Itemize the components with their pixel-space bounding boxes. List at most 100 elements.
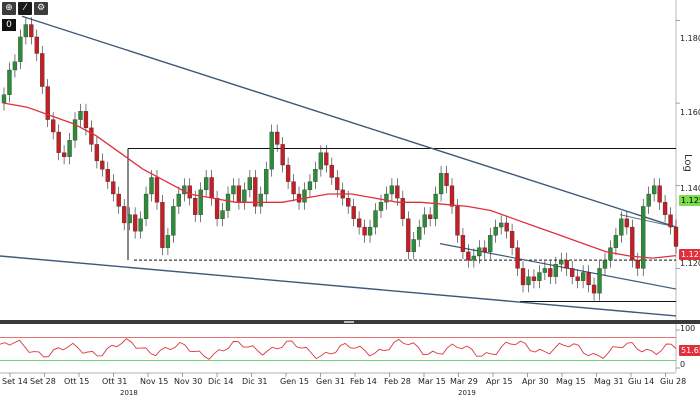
candle-body <box>40 53 45 87</box>
candle-body <box>225 193 231 211</box>
rsi-tick-label: 100 <box>680 324 696 333</box>
chart-toolbar: ⊕ ⁄ ⚙ <box>2 2 48 15</box>
candle-body <box>231 185 236 195</box>
gear-icon[interactable]: ⚙ <box>34 2 48 15</box>
y-tick-label: 1.1800 <box>680 34 700 43</box>
candle-body <box>482 247 487 253</box>
candle-body <box>45 86 50 120</box>
candle-body <box>285 164 291 182</box>
candle-body <box>138 218 143 232</box>
x-tick-label: Set 28 <box>30 377 56 386</box>
pen-icon[interactable]: ⁄ <box>18 2 32 15</box>
moving-average-line <box>3 102 677 259</box>
candle-body <box>608 247 613 261</box>
candle-body <box>34 36 39 54</box>
candle-body <box>378 202 384 211</box>
candle-body <box>400 197 405 219</box>
inner-trendline <box>439 243 677 290</box>
candle-body <box>488 235 493 253</box>
x-tick-label: Ott 15 <box>64 377 90 386</box>
candle-body <box>23 24 29 38</box>
candle-body <box>548 268 553 277</box>
candle-body <box>597 268 602 294</box>
candle-body <box>154 177 160 203</box>
candle-body <box>395 185 400 199</box>
candle-body <box>198 189 203 215</box>
candle-body <box>247 177 253 191</box>
candle-body <box>422 214 427 228</box>
candle-body <box>499 222 504 228</box>
candle-body <box>203 177 209 191</box>
candle-body <box>624 218 629 228</box>
candle-body <box>411 239 416 253</box>
candle-body <box>100 160 105 170</box>
x-tick-label: Feb 28 <box>384 377 411 386</box>
x-tick-label: Apr 15 <box>486 377 513 386</box>
candle-body <box>171 206 176 236</box>
rsi-value-tag: 51.6546 <box>679 345 700 356</box>
candle-body <box>220 210 225 219</box>
candle-body <box>67 140 72 157</box>
candle-body <box>264 169 269 195</box>
candle-body <box>641 206 646 269</box>
candle-body <box>367 226 373 236</box>
year-label: 2019 <box>458 389 476 397</box>
candle-body <box>176 193 181 207</box>
candle-body <box>122 206 127 224</box>
candle-body <box>253 177 258 207</box>
candle-body <box>346 197 351 207</box>
candle-body <box>351 206 356 219</box>
candle-body <box>586 272 591 286</box>
candle-body <box>56 131 61 153</box>
candle-body <box>602 259 608 269</box>
candle-body <box>619 218 624 236</box>
candle-body <box>373 210 378 228</box>
x-tick-label: Dic 14 <box>208 377 234 386</box>
candle-body <box>329 164 334 178</box>
candle-body <box>673 226 679 247</box>
candle-body <box>635 259 640 269</box>
x-tick-label: Nov 15 <box>140 377 169 386</box>
x-tick-label: Mag 15 <box>556 377 586 386</box>
y-tick-label: 1.1600 <box>680 108 700 117</box>
year-label: 2018 <box>120 389 138 397</box>
candle-body <box>116 193 121 207</box>
candle-body <box>564 259 569 269</box>
crosshair-icon[interactable]: ⊕ <box>2 2 16 15</box>
candle-body <box>302 189 307 203</box>
candle-body <box>668 214 673 228</box>
candle-body <box>127 214 132 224</box>
candle-body <box>417 226 422 240</box>
candle-body <box>165 235 171 248</box>
zero-indicator[interactable]: 0 <box>2 19 16 31</box>
candle-body <box>575 276 580 281</box>
candle-body <box>7 69 12 95</box>
candle-body <box>209 177 214 199</box>
candle-body <box>542 268 548 273</box>
candle-body <box>433 193 438 219</box>
x-tick-label: Dic 31 <box>242 377 268 386</box>
candle-body <box>384 193 389 203</box>
candle-body <box>187 185 192 199</box>
ma-price-tag: 1.1231 <box>679 249 700 260</box>
x-tick-label: Mar 29 <box>450 377 478 386</box>
candle-body <box>160 202 165 248</box>
candle-body <box>389 185 395 195</box>
pane-handle <box>344 321 354 323</box>
candle-body <box>335 177 340 191</box>
candle-body <box>613 235 619 248</box>
candle-body <box>537 272 542 281</box>
log-scale-label[interactable]: Log <box>682 154 693 172</box>
candle-body <box>51 119 56 133</box>
rsi-tick-label: 0 <box>680 360 686 369</box>
candle-body <box>78 111 83 120</box>
candle-body <box>466 251 471 261</box>
candle-body <box>72 119 78 141</box>
candle-body <box>520 268 526 286</box>
x-tick-label: Giu 14 <box>628 377 655 386</box>
candle-body <box>18 36 23 62</box>
candle-body <box>193 197 198 215</box>
candle-body <box>362 226 367 236</box>
